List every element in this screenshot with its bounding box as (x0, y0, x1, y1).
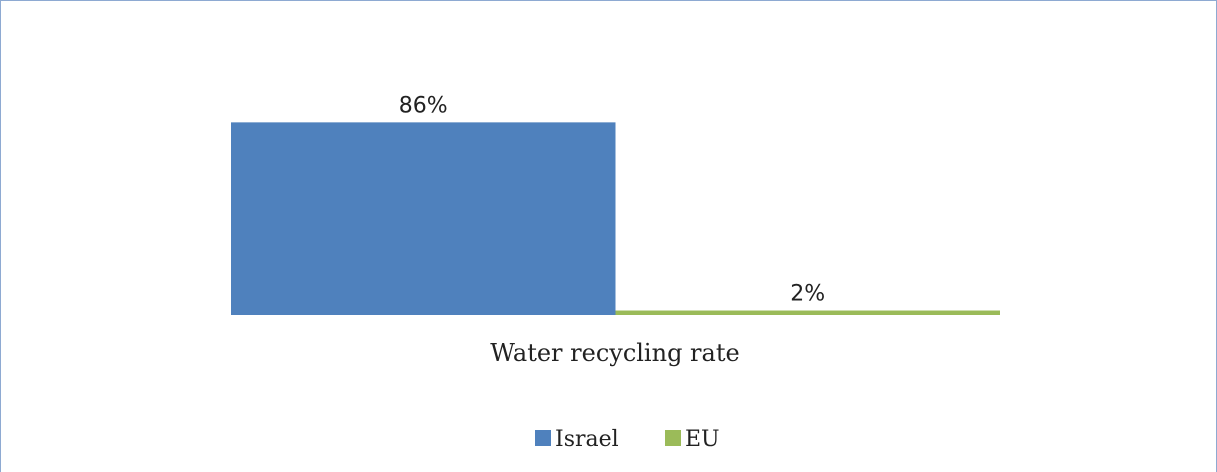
data-labels-layer: 86% 2% (399, 93, 825, 306)
legend-swatch-eu (665, 430, 681, 446)
legend: Israel EU (535, 427, 720, 452)
data-label-eu: 2% (790, 282, 825, 307)
bars-layer (231, 122, 1000, 315)
category-label: Water recycling rate (490, 339, 739, 367)
legend-label-israel: Israel (555, 427, 619, 452)
bar-israel (231, 122, 616, 315)
legend-swatch-israel (535, 430, 551, 446)
bar-eu (615, 310, 1000, 315)
legend-label-eu: EU (685, 427, 720, 452)
data-label-israel: 86% (399, 93, 448, 118)
